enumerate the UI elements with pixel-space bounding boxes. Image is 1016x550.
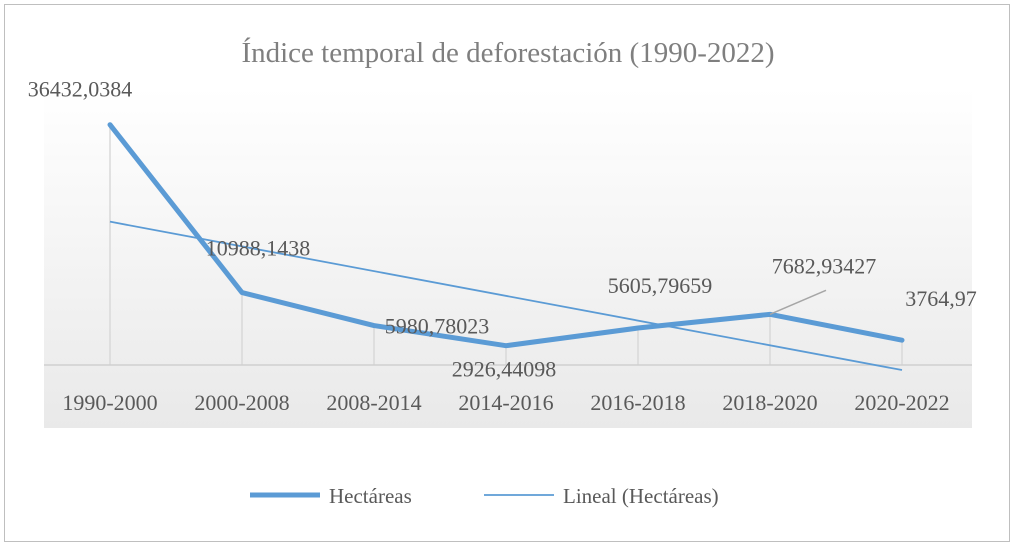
x-tick-label: 2014-2016 xyxy=(458,390,553,415)
x-tick-label: 2020-2022 xyxy=(854,390,949,415)
x-tick-label: 2016-2018 xyxy=(590,390,685,415)
data-label: 5980,78023 xyxy=(385,314,490,339)
x-tick-label: 2018-2020 xyxy=(722,390,817,415)
data-labels: 36432,0384 10988,1438 5980,78023 2926,44098… xyxy=(28,77,977,382)
drop-lines xyxy=(109,124,903,365)
data-label: 36432,0384 xyxy=(28,77,133,102)
legend-label-hectareas: Hectáreas xyxy=(329,484,412,508)
x-tick-label: 2000-2008 xyxy=(194,390,289,415)
data-label: 2926,44098 xyxy=(452,357,557,382)
data-label: 7682,93427 xyxy=(772,253,877,278)
plot-area xyxy=(44,88,972,428)
label-leader-line xyxy=(769,289,827,316)
legend: Hectáreas Lineal (Hectáreas) xyxy=(250,484,719,508)
trendline xyxy=(109,220,903,371)
data-label: 5605,79659 xyxy=(608,273,713,298)
legend-label-trendline: Lineal (Hectáreas) xyxy=(563,484,719,508)
x-tick-label: 2008-2014 xyxy=(326,390,421,415)
x-tick-label: 1990-2000 xyxy=(62,390,157,415)
x-axis-tick-labels: 1990-2000 2000-2008 2008-2014 2014-2016 2016… xyxy=(62,390,949,415)
data-label: 10988,1438 xyxy=(206,236,311,261)
data-label: 3764,97 xyxy=(905,286,977,311)
chart-title: Índice temporal de deforestación (1990-2… xyxy=(241,36,774,69)
